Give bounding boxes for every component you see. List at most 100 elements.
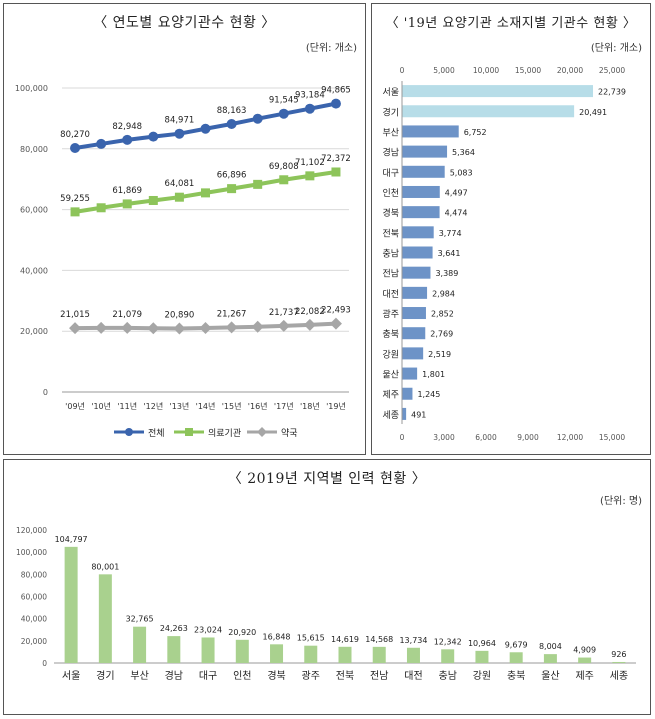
data-label: 80,270: [60, 130, 90, 140]
legend-marker: [125, 428, 133, 436]
bar: [402, 286, 428, 299]
data-label: 491: [411, 410, 426, 419]
data-point: [69, 322, 82, 335]
x-tick-label: '15년: [222, 401, 242, 411]
data-point: [225, 321, 238, 334]
data-label: 21,015: [60, 310, 90, 320]
regional-personnel-panel: 〈 2019년 지역별 인력 현황 〉 (단위: 명) 0 20,000 40,00…: [3, 459, 651, 715]
data-point: [330, 98, 341, 109]
data-point: [329, 317, 342, 330]
data-label: 2,984: [432, 289, 455, 298]
bar: [402, 387, 413, 400]
regional-institutions-panel: 〈 '19년 요양기관 소재지별 기관수 현황 〉 (단위: 개소) 0 5,00…: [371, 3, 651, 455]
category-label: 전북: [382, 228, 399, 239]
category-label: 충북: [507, 670, 525, 682]
bottom-tick-label: 3,000: [433, 433, 455, 442]
bar: [402, 206, 440, 219]
y-tick-label: 0: [42, 659, 47, 668]
data-label: 10,964: [468, 639, 496, 648]
bar: [402, 367, 418, 380]
y-tick-label: 40,000: [20, 266, 48, 275]
data-point: [279, 175, 289, 185]
bar: [475, 650, 489, 663]
data-point: [70, 207, 80, 217]
legend-marker: [257, 427, 267, 437]
x-tick-label: '14년: [196, 401, 216, 411]
top-tick-label: 10,000: [473, 66, 499, 75]
category-label: 충남: [382, 249, 399, 260]
data-label: 20,920: [228, 628, 256, 637]
data-point: [174, 192, 184, 202]
data-point: [148, 195, 158, 205]
category-label: 제주: [382, 390, 399, 401]
top-tick-label: 5,000: [433, 66, 455, 75]
category-label: 세종: [382, 410, 399, 421]
category-label: 인천: [233, 670, 251, 682]
x-tick-label: '13년: [170, 401, 190, 411]
unit-label: (단위: 개소): [590, 43, 642, 54]
legend-label: 의료기관: [208, 428, 241, 439]
data-label: 3,641: [438, 249, 461, 258]
data-label: 22,082: [295, 307, 325, 317]
y-tick-label: 20,000: [21, 637, 47, 646]
line-chart: 0 20,000 40,000 60,000 80,000 100,000 '09년 '10년…: [15, 84, 351, 439]
x-tick-label: '10년: [91, 401, 111, 411]
data-label: 16,848: [263, 632, 291, 641]
category-label: 대구: [382, 168, 399, 179]
bar: [402, 165, 445, 178]
bar-chart: 0 20,000 40,000 60,000 80,000 100,000 120,000 1…: [16, 526, 636, 682]
bar: [402, 85, 594, 98]
data-label: 21,737: [269, 308, 299, 318]
bar: [543, 654, 557, 663]
category-label: 인천: [382, 188, 399, 199]
data-label: 4,909: [573, 646, 596, 655]
data-label: 3,774: [439, 229, 462, 238]
x-tick-label: '09년: [65, 401, 85, 411]
bar: [235, 639, 249, 663]
bar: [578, 657, 592, 663]
data-label: 61,869: [112, 186, 142, 196]
data-label: 80,001: [91, 562, 119, 571]
x-tick-label: '19년: [326, 401, 346, 411]
data-point: [227, 184, 237, 194]
category-label: 세종: [610, 670, 628, 682]
category-label: 서울: [62, 670, 80, 682]
data-point: [304, 103, 315, 114]
data-label: 12,342: [434, 637, 462, 646]
data-label: 32,765: [126, 615, 154, 624]
category-label: 충남: [439, 670, 457, 682]
data-label: 22,739: [598, 88, 626, 97]
data-point: [148, 131, 159, 142]
data-point: [122, 199, 132, 209]
data-label: 5,083: [450, 168, 473, 177]
data-point: [199, 322, 212, 335]
hbar-chart: 0 5,000 10,000 15,000 20,000 25,000 0 3,000 6,00…: [382, 66, 626, 442]
category-label: 전남: [382, 269, 399, 280]
unit-label: (단위: 개소): [305, 43, 357, 54]
category-label: 강원: [473, 670, 491, 682]
x-tick-label: '18년: [300, 401, 320, 411]
category-label: 경남: [165, 669, 183, 682]
bottom-tick-label: 6,000: [475, 433, 497, 442]
data-point: [121, 321, 134, 334]
bottom-tick-label: 9,000: [517, 433, 539, 442]
data-point: [96, 138, 107, 149]
category-label: 전남: [370, 670, 388, 682]
y-tick-label: 100,000: [16, 548, 47, 557]
bar: [402, 347, 424, 360]
y-tick-label: 120,000: [16, 526, 47, 535]
y-tick-label: 100,000: [15, 84, 48, 93]
category-label: 광주: [302, 670, 320, 682]
data-point: [201, 188, 210, 198]
data-label: 22,493: [321, 306, 351, 316]
bar: [64, 546, 78, 663]
data-point: [122, 134, 133, 145]
category-label: 서울: [382, 87, 399, 98]
data-point: [226, 118, 237, 129]
category-label: 울산: [541, 670, 559, 682]
category-label: 경북: [267, 669, 285, 682]
bar: [402, 246, 433, 259]
data-point: [174, 128, 185, 139]
category-label: 충북: [382, 329, 399, 340]
category-label: 광주: [382, 308, 399, 320]
